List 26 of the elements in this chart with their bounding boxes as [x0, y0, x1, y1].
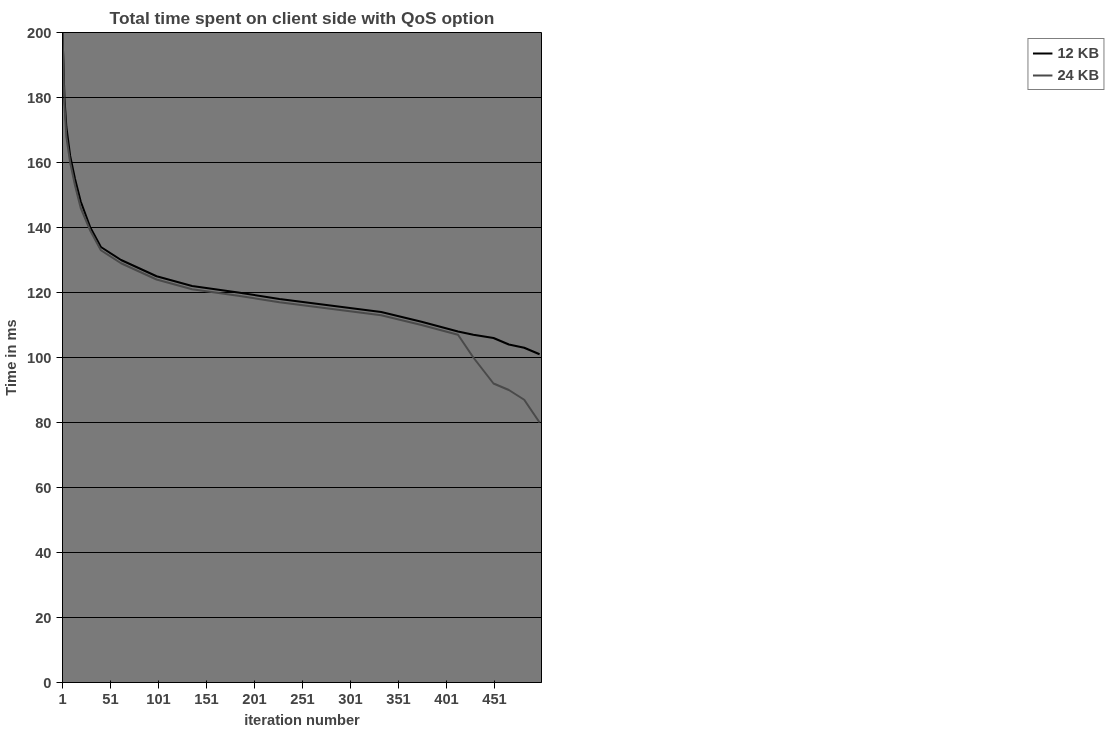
x-axis-title: iteration number [244, 711, 361, 728]
y-tick-label: 40 [35, 544, 52, 561]
x-tick-label: 351 [386, 690, 411, 707]
chart-title: Total time spent on client side with QoS option [109, 7, 495, 28]
x-tick-label: 101 [146, 690, 171, 707]
y-tick-label: 0 [43, 674, 52, 691]
y-tick-label: 200 [27, 24, 52, 41]
y-tick-label: 180 [27, 89, 52, 106]
x-tick-label: 201 [242, 690, 267, 707]
legend-label: 12 KB [1057, 45, 1099, 61]
y-tick-label: 160 [27, 154, 52, 171]
x-tick-label: 301 [338, 690, 363, 707]
y-tick-label: 100 [27, 349, 52, 366]
y-tick-label: 80 [35, 414, 52, 431]
y-tick-label: 60 [35, 479, 52, 496]
x-tick-label: 151 [194, 690, 219, 707]
legend-label: 24 KB [1057, 67, 1099, 83]
x-tick-label: 401 [434, 690, 459, 707]
y-tick-label: 20 [35, 609, 52, 626]
y-axis-title: Time in ms [3, 319, 20, 396]
x-tick-label: 1 [58, 690, 67, 707]
y-tick-label: 120 [27, 284, 52, 301]
y-tick-label: 140 [27, 219, 52, 236]
x-tick-label: 451 [482, 690, 507, 707]
x-tick-label: 251 [290, 690, 315, 707]
x-tick-label: 51 [102, 690, 119, 707]
